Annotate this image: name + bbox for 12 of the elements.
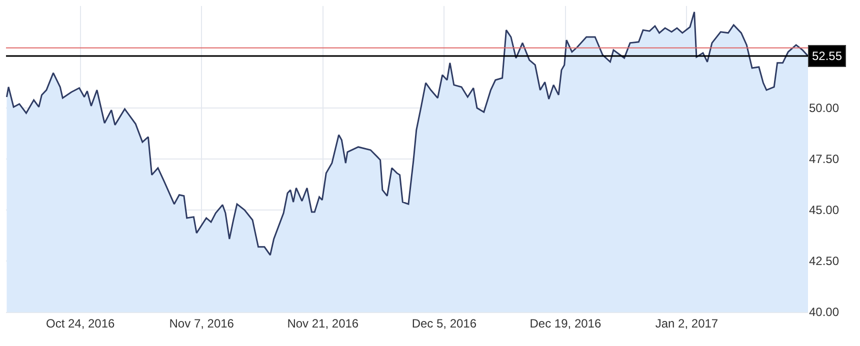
x-tick-label: Dec 19, 2016 [530,316,602,330]
y-tick-label: 47.50 [809,152,840,166]
x-tick-label: Dec 5, 2016 [412,316,477,330]
x-tick-label: Nov 21, 2016 [287,316,359,330]
x-tick-label: Jan 2, 2017 [655,316,718,330]
y-tick-label: 42.50 [809,254,840,268]
y-tick-label: 45.00 [809,203,840,218]
x-tick-label: Nov 7, 2016 [169,316,234,330]
x-tick-label: Oct 24, 2016 [46,316,116,330]
y-tick-label: 50.00 [809,101,840,116]
ref-line-label: 52.55 [812,49,842,63]
y-tick-label: 40.00 [809,305,840,320]
